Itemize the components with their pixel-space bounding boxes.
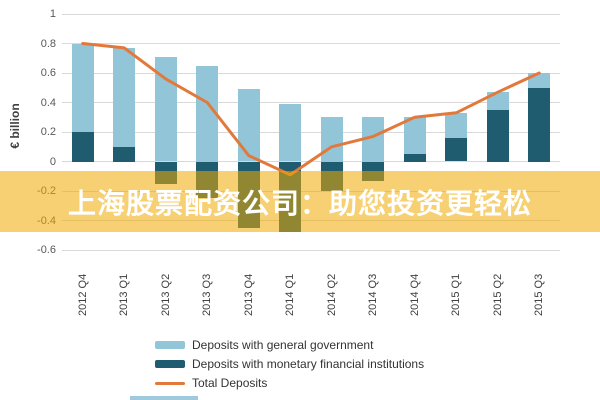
x-tick-label: 2015 Q2 — [491, 273, 504, 316]
gridline — [62, 102, 560, 103]
legend-label-monetary-financial-institutions: Deposits with monetary financial institu… — [192, 357, 425, 371]
bar-segment-mfi — [113, 146, 136, 162]
bar-segment-mfi — [403, 154, 426, 162]
legend-item-total-deposits: Total Deposits — [155, 376, 424, 390]
bar-segment-general-government — [320, 117, 343, 162]
y-tick-label: 0 — [49, 155, 56, 168]
bar-segment-general-government — [196, 65, 219, 162]
gridline — [62, 161, 560, 162]
x-tick-label: 2014 Q1 — [284, 273, 297, 316]
y-tick-label: 1 — [49, 8, 56, 20]
legend-item-monetary-financial-institutions: Deposits with monetary financial institu… — [155, 357, 424, 371]
legend: Deposits with general government Deposit… — [155, 338, 424, 390]
bar-segment-general-government — [362, 117, 385, 162]
x-tick-label: 2013 Q3 — [201, 273, 214, 316]
x-tick-label: 2014 Q4 — [408, 273, 421, 316]
bar-segment-mfi — [486, 109, 509, 162]
bar-segment-mfi — [445, 137, 468, 162]
bar-segment-general-government — [403, 117, 426, 155]
bar-segment-general-government — [528, 73, 551, 88]
bar-segment-general-government — [486, 92, 509, 110]
y-tick-label: -0.6 — [37, 244, 56, 256]
bar-segment-mfi — [528, 87, 551, 162]
bar-segment-general-government — [154, 56, 177, 162]
gridline — [62, 72, 560, 74]
x-tick-label: 2015 Q3 — [533, 273, 546, 316]
y-tick-label: 0.6 — [40, 67, 56, 79]
x-tick-label: 2012 Q4 — [76, 273, 89, 316]
bar-segment-general-government — [237, 89, 260, 162]
bar-segment-general-government — [279, 103, 302, 162]
bar-segment-general-government — [113, 47, 136, 147]
x-tick-label: 2015 Q1 — [450, 273, 463, 316]
bar-segment-general-government — [445, 112, 468, 138]
legend-swatch-monetary-financial-institutions — [155, 360, 185, 368]
gridline — [62, 13, 560, 15]
bottom-cropped-strip — [130, 396, 198, 400]
ad-banner-text: 上海股票配资公司：助您投资更轻松 — [67, 187, 532, 219]
x-tick-label: 2013 Q2 — [159, 273, 172, 316]
gridline — [62, 249, 560, 251]
bar-segment-general-government — [71, 43, 94, 132]
legend-swatch-total-deposits — [155, 381, 185, 385]
y-tick-label: 0.2 — [40, 126, 56, 138]
legend-item-general-government: Deposits with general government — [155, 338, 424, 352]
gridline — [62, 43, 560, 44]
legend-swatch-general-government — [155, 341, 185, 349]
gridline — [62, 131, 560, 133]
x-tick-label: 2014 Q2 — [325, 273, 338, 316]
ad-banner-overlay: 上海股票配资公司：助您投资更轻松 — [0, 171, 600, 232]
x-tick-label: 2014 Q3 — [367, 273, 380, 316]
y-tick-label: 0.8 — [40, 37, 56, 50]
legend-label-total-deposits: Total Deposits — [192, 376, 268, 390]
x-tick-label: 2013 Q1 — [118, 273, 131, 316]
bar-segment-mfi — [71, 132, 94, 162]
total-deposits-line — [81, 42, 541, 177]
x-tick-label: 2013 Q4 — [242, 273, 255, 316]
legend-label-general-government: Deposits with general government — [192, 338, 374, 352]
y-tick-label: 0.4 — [40, 96, 56, 109]
